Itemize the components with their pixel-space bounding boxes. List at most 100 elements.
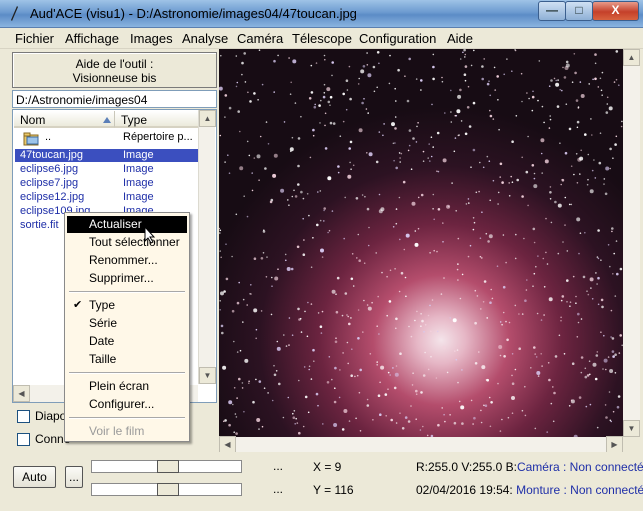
scroll-left-button[interactable]: ◀ bbox=[13, 385, 30, 402]
star bbox=[442, 158, 447, 163]
menu-item-renommer[interactable]: Renommer... bbox=[89, 253, 158, 267]
menu-item-actualiser[interactable]: Actualiser bbox=[67, 216, 187, 233]
star bbox=[596, 256, 599, 258]
star bbox=[382, 134, 384, 137]
star bbox=[470, 64, 473, 67]
menu-configuration[interactable]: Configuration bbox=[359, 31, 437, 46]
sort-arrow-icon bbox=[103, 117, 111, 123]
star bbox=[486, 82, 490, 86]
star bbox=[288, 204, 290, 206]
list-item-parent[interactable]: .. Répertoire p... bbox=[15, 131, 199, 147]
list-item-eclipse6[interactable]: eclipse6.jpg Image bbox=[15, 163, 199, 176]
image-scroll-up-button[interactable]: ▲ bbox=[623, 49, 640, 66]
star bbox=[524, 299, 527, 302]
minimize-button[interactable]: — bbox=[538, 1, 566, 21]
star bbox=[312, 134, 315, 137]
star bbox=[611, 350, 615, 353]
star bbox=[497, 99, 499, 101]
menu-camera[interactable]: Caméra bbox=[237, 31, 284, 46]
star bbox=[415, 393, 418, 396]
image-scroll-right-button[interactable]: ▶ bbox=[606, 436, 623, 453]
list-item-eclipse7[interactable]: eclipse7.jpg Image bbox=[15, 177, 199, 190]
star bbox=[276, 340, 279, 343]
star bbox=[511, 374, 513, 377]
image-vertical-scrollbar[interactable]: ▲ ▼ bbox=[623, 49, 640, 437]
star bbox=[433, 249, 435, 252]
star bbox=[308, 368, 310, 371]
auto-button[interactable]: Auto bbox=[13, 466, 56, 488]
star bbox=[602, 368, 604, 370]
menu-images[interactable]: Images bbox=[130, 31, 173, 46]
menu-item-configurer[interactable]: Configurer... bbox=[89, 397, 155, 411]
diapo-checkbox[interactable] bbox=[17, 410, 30, 423]
star bbox=[490, 288, 493, 291]
list-item-eclipse12[interactable]: eclipse12.jpg Image bbox=[15, 191, 199, 204]
menu-item-taille[interactable]: Taille bbox=[89, 352, 117, 366]
image-scroll-down-button[interactable]: ▼ bbox=[623, 420, 640, 437]
menu-item-supprimer[interactable]: Supprimer... bbox=[89, 271, 154, 285]
scroll-down-button[interactable]: ▼ bbox=[199, 367, 216, 384]
menu-fichier[interactable]: Fichier bbox=[15, 31, 55, 46]
path-field[interactable]: D:/Astronomie/images04 bbox=[12, 90, 217, 108]
contrast-slider-high[interactable] bbox=[91, 460, 242, 473]
star bbox=[313, 105, 317, 109]
star bbox=[367, 112, 369, 114]
maximize-button[interactable]: □ bbox=[565, 1, 593, 21]
image-horizontal-scrollbar[interactable]: ◀ ▶ bbox=[219, 436, 623, 453]
star bbox=[260, 257, 264, 260]
star bbox=[475, 191, 478, 194]
star bbox=[605, 416, 608, 419]
star bbox=[357, 337, 360, 340]
star bbox=[307, 411, 310, 414]
star bbox=[518, 313, 520, 315]
star bbox=[421, 319, 424, 323]
star bbox=[560, 183, 562, 186]
star bbox=[414, 319, 416, 322]
star bbox=[255, 378, 257, 381]
star bbox=[381, 271, 383, 274]
column-header-name[interactable]: Nom bbox=[14, 111, 115, 128]
star bbox=[489, 199, 492, 202]
star bbox=[358, 259, 361, 262]
star bbox=[309, 156, 312, 159]
file-list-vertical-scrollbar[interactable]: ▲ ▼ bbox=[198, 110, 216, 384]
star bbox=[589, 189, 594, 194]
star bbox=[611, 230, 613, 233]
menu-item-plein-ecran[interactable]: Plein écran bbox=[89, 379, 150, 393]
connect-checkbox[interactable] bbox=[17, 433, 30, 446]
contrast-slider-low[interactable] bbox=[91, 483, 242, 496]
options-button[interactable]: ... bbox=[65, 466, 83, 488]
list-item-sortie[interactable]: sortie.fit bbox=[15, 219, 199, 232]
image-scroll-left-button[interactable]: ◀ bbox=[219, 436, 236, 453]
star bbox=[246, 215, 249, 218]
star bbox=[422, 150, 425, 153]
menu-telescope[interactable]: Télescope bbox=[292, 31, 352, 46]
menu-aide[interactable]: Aide bbox=[447, 31, 474, 46]
star bbox=[511, 353, 514, 355]
slider-thumb[interactable] bbox=[157, 483, 179, 496]
star bbox=[612, 157, 614, 159]
star bbox=[508, 195, 511, 197]
slider-thumb[interactable] bbox=[157, 460, 179, 473]
menu-item-serie[interactable]: Série bbox=[89, 316, 118, 330]
star bbox=[548, 297, 553, 302]
list-item-47toucan[interactable]: 47toucan.jpg Image bbox=[15, 149, 199, 162]
star bbox=[566, 279, 569, 282]
star bbox=[362, 331, 364, 333]
menu-item-type[interactable]: Type bbox=[89, 298, 116, 312]
scroll-up-button[interactable]: ▲ bbox=[199, 110, 216, 127]
star bbox=[395, 100, 397, 102]
star bbox=[537, 99, 539, 102]
menu-affichage[interactable]: Affichage bbox=[65, 31, 119, 46]
menu-analyse[interactable]: Analyse bbox=[182, 31, 229, 46]
star bbox=[492, 179, 495, 182]
image-view[interactable] bbox=[219, 49, 623, 437]
column-header-type[interactable]: Type bbox=[115, 111, 200, 128]
menu-item-date[interactable]: Date bbox=[89, 334, 115, 348]
menu-item-tout-selectionner[interactable]: Tout sélectionner bbox=[89, 235, 180, 249]
star bbox=[616, 272, 619, 276]
star bbox=[620, 125, 623, 128]
star bbox=[251, 172, 253, 174]
close-button[interactable]: X bbox=[592, 1, 639, 21]
column-header-name-label: Nom bbox=[20, 113, 46, 127]
